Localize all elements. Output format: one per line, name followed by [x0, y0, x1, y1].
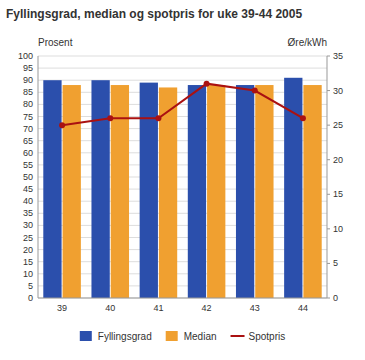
y-tick-label: 15: [23, 257, 33, 267]
x-tick-label: 43: [250, 303, 260, 313]
legend-swatch: [80, 331, 92, 341]
y-tick-label: 75: [23, 112, 33, 122]
y2-tick-label: 0: [333, 293, 338, 303]
line-marker: [252, 88, 258, 94]
y2-tick-label: 15: [333, 189, 343, 199]
x-tick-label: 44: [298, 303, 308, 313]
y-tick-label: 30: [23, 220, 33, 230]
bar: [236, 85, 254, 298]
y-tick-label: 20: [23, 245, 33, 255]
grid-line: [38, 128, 327, 129]
y2-tick-label: 35: [333, 51, 343, 61]
legend-swatch: [231, 335, 245, 337]
y2-axis-line: [327, 56, 328, 298]
y-tick-label: 25: [23, 233, 33, 243]
legend-item: Fyllingsgrad: [80, 331, 152, 342]
x-tick-label: 40: [105, 303, 115, 313]
grid-line: [38, 152, 327, 153]
y-tick-label: 50: [23, 172, 33, 182]
y-tick-label: 70: [23, 124, 33, 134]
bar: [255, 85, 273, 298]
grid-line: [38, 177, 327, 178]
legend-label: Spotpris: [249, 331, 286, 342]
line-marker: [107, 115, 113, 121]
bar: [63, 85, 81, 298]
y-tick-label: 40: [23, 196, 33, 206]
bar: [303, 85, 321, 298]
y-tick-label: 60: [23, 148, 33, 158]
y-tick-label: 90: [23, 75, 33, 85]
line-marker: [155, 115, 161, 121]
y-tick-label: 55: [23, 160, 33, 170]
grid-line: [38, 92, 327, 93]
line: [62, 84, 303, 125]
legend: Fyllingsgrad Median Spotpris: [80, 331, 285, 342]
grid-line: [38, 189, 327, 190]
legend-label: Fyllingsgrad: [98, 331, 152, 342]
grid-line: [38, 104, 327, 105]
y2-tick-label: 5: [333, 258, 338, 268]
bar: [159, 87, 177, 298]
grid-line: [38, 140, 327, 141]
y-tick-label: 95: [23, 63, 33, 73]
grid-line: [38, 68, 327, 69]
x-tick-label: 39: [57, 303, 67, 313]
plot-area: [43, 78, 321, 298]
x-tick-label: 42: [202, 303, 212, 313]
y-tick-label: 5: [28, 281, 33, 291]
y-tick-label: 10: [23, 269, 33, 279]
grid-line: [38, 116, 327, 117]
y-tick-label: 35: [23, 208, 33, 218]
y2-axis-label: Øre/kWh: [288, 37, 327, 48]
bar: [111, 85, 129, 298]
grid-line: [38, 298, 327, 299]
grid-line: [38, 261, 327, 262]
bar: [43, 80, 61, 298]
line-marker: [59, 122, 65, 128]
y-tick-label: 45: [23, 184, 33, 194]
legend-item: Median: [166, 331, 217, 342]
y2-tick-label: 10: [333, 224, 343, 234]
legend-item: Spotpris: [231, 331, 286, 342]
grid-line: [38, 249, 327, 250]
grid-line: [38, 56, 327, 57]
legend-label: Median: [184, 331, 217, 342]
y2-tick-label: 30: [333, 86, 343, 96]
bar: [140, 83, 158, 298]
grid-line: [38, 237, 327, 238]
y-tick-label: 85: [23, 87, 33, 97]
grid-line: [38, 80, 327, 81]
y2-tick-label: 25: [333, 120, 343, 130]
grid-line: [38, 225, 327, 226]
y2-tick-label: 20: [333, 155, 343, 165]
bar: [188, 85, 206, 298]
chart: Fyllingsgrad, median og spotpris for uke…: [0, 0, 365, 360]
y-tick-label: 65: [23, 136, 33, 146]
grid-line: [38, 273, 327, 274]
chart-container: Fyllingsgrad, median og spotpris for uke…: [0, 0, 365, 360]
bar: [284, 78, 302, 298]
line-marker: [300, 115, 306, 121]
bar: [207, 85, 225, 298]
x-tick-label: 41: [153, 303, 163, 313]
line-marker: [204, 81, 210, 87]
y-tick-label: 0: [28, 293, 33, 303]
grid-line: [38, 164, 327, 165]
x-axis-line: [38, 298, 327, 299]
grid-line: [38, 285, 327, 286]
bar: [91, 80, 109, 298]
y-tick-label: 80: [23, 99, 33, 109]
y-tick-label: 100: [18, 51, 33, 61]
title: Fyllingsgrad, median og spotpris for uke…: [6, 7, 302, 21]
y-axis-line: [38, 56, 39, 298]
grid-line: [38, 213, 327, 214]
legend-swatch: [166, 331, 178, 341]
grid-line: [38, 201, 327, 202]
y-axis-label: Prosent: [38, 37, 73, 48]
grid: [38, 56, 327, 298]
